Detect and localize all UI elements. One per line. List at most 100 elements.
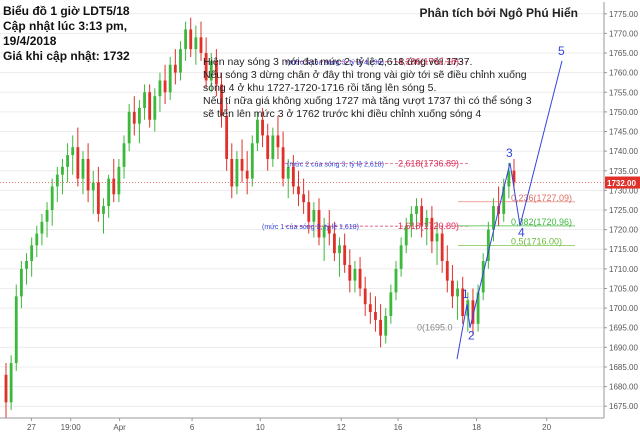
y-tick-label: 1725.00 bbox=[609, 206, 638, 215]
candle-body bbox=[327, 225, 331, 234]
candle-body bbox=[19, 268, 23, 297]
candle-body bbox=[250, 143, 254, 179]
candle-body bbox=[317, 210, 321, 238]
candle-body bbox=[374, 312, 377, 320]
candle-body bbox=[132, 111, 136, 124]
x-tick-label: 6 bbox=[190, 423, 195, 432]
candle-body bbox=[266, 135, 270, 159]
candle-body bbox=[214, 60, 218, 85]
candle-body bbox=[415, 206, 418, 214]
candle-body bbox=[461, 288, 465, 316]
candle-body bbox=[471, 300, 475, 324]
candle-body bbox=[456, 288, 459, 297]
update-time: Cập nhật lúc 3:13 pm, bbox=[3, 19, 128, 33]
fib-retracement-label: 0,382(1720.96) bbox=[511, 217, 572, 227]
candle-body bbox=[379, 319, 382, 336]
candle-body bbox=[25, 261, 28, 269]
candle-body bbox=[35, 233, 39, 246]
note-line: Nếu sóng 3 dừng chân ở đây thì trong vài… bbox=[203, 69, 527, 81]
candle-body bbox=[348, 264, 352, 281]
elliott-wave: 1 2 3 4 5 bbox=[456, 44, 565, 360]
candle-body bbox=[409, 213, 413, 226]
fib-extension-label: 2,618(1736.89) bbox=[398, 158, 459, 168]
candle-body bbox=[338, 245, 341, 254]
candle-body bbox=[45, 210, 49, 222]
y-tick-label: 1760.00 bbox=[609, 69, 638, 78]
candle-body bbox=[148, 92, 152, 120]
candle-body bbox=[261, 119, 264, 136]
wave-label: 1 bbox=[462, 287, 469, 301]
candle-body bbox=[420, 206, 424, 226]
y-tick-label: 1690.00 bbox=[609, 343, 638, 352]
candle-body bbox=[143, 92, 146, 108]
candle-body bbox=[122, 143, 126, 167]
candle-body bbox=[153, 96, 157, 120]
candle-body bbox=[394, 268, 398, 293]
candle-body bbox=[425, 217, 429, 226]
y-tick-label: 1730.00 bbox=[609, 186, 638, 195]
candle-body bbox=[61, 166, 64, 175]
x-tick-label: 18 bbox=[472, 423, 481, 432]
fib-extension-label: 1,618(1720.89) bbox=[398, 221, 459, 231]
x-tick-label: 12 bbox=[337, 423, 346, 432]
candle-body bbox=[302, 194, 306, 203]
candle-body bbox=[138, 107, 141, 124]
y-tick-label: 1700.00 bbox=[609, 304, 638, 313]
x-tick-label: 16 bbox=[394, 423, 403, 432]
candle-body bbox=[194, 37, 198, 50]
candle-body bbox=[507, 170, 511, 187]
y-tick-label: 1775.00 bbox=[609, 10, 638, 19]
fibonacci-levels: (mức 3 của sóng 3, tỷ lệ 4,236) 4,236(176… bbox=[0, 57, 604, 333]
candle-body bbox=[451, 280, 454, 297]
note-line: sẽ tiến lên mức 3 ở 1762 trước khi điều … bbox=[203, 108, 482, 120]
fib-retracement-label: 0,236(1727.09) bbox=[511, 193, 572, 203]
candle-body bbox=[209, 60, 213, 81]
candle-body bbox=[430, 217, 434, 242]
fib-retracement-label: 0,5(1716.00) bbox=[511, 236, 562, 246]
candle-body bbox=[112, 178, 116, 195]
candle-body bbox=[117, 166, 121, 195]
y-tick-label: 1740.00 bbox=[609, 147, 638, 156]
candle-body bbox=[245, 170, 249, 179]
candle-body bbox=[481, 261, 485, 293]
y-tick-label: 1765.00 bbox=[609, 49, 638, 58]
candle-body bbox=[81, 158, 85, 179]
analysis-note: Hiện nay sóng 3 mới đạt mức 2, tỷ lệ 2,6… bbox=[203, 56, 533, 121]
candle-body bbox=[76, 147, 80, 179]
wave-path bbox=[456, 60, 563, 360]
candle-body bbox=[184, 29, 188, 50]
candle-body bbox=[240, 158, 244, 171]
candle-body bbox=[368, 304, 372, 313]
candle-body bbox=[91, 182, 95, 191]
candle-body bbox=[66, 155, 69, 167]
y-tick-label: 1715.00 bbox=[609, 245, 638, 254]
y-tick-label: 1750.00 bbox=[609, 108, 638, 117]
candle-body bbox=[71, 147, 75, 156]
note-line: sóng 4 ở khu 1727-1720-1716 rồi tăng lên… bbox=[203, 82, 437, 94]
fib-extension-name: (mức 1 của sóng 3, tỷ lệ 1,618) bbox=[262, 223, 359, 231]
y-tick-label: 1685.00 bbox=[609, 363, 638, 372]
candle-body bbox=[502, 186, 506, 214]
candle-body bbox=[230, 158, 234, 187]
candle-body bbox=[404, 225, 408, 246]
candle-body bbox=[291, 166, 295, 187]
candle-body bbox=[163, 80, 167, 93]
candle-body bbox=[102, 206, 105, 214]
candle-body bbox=[220, 84, 223, 116]
wave-label: 3 bbox=[506, 146, 513, 160]
grid-lines bbox=[0, 13, 604, 407]
y-tick-label: 1745.00 bbox=[609, 128, 638, 137]
candle-body bbox=[40, 221, 44, 234]
candle-body bbox=[50, 186, 54, 210]
candle-body bbox=[30, 245, 34, 262]
y-tick-label: 1735.00 bbox=[609, 167, 638, 176]
chart-title: Biểu đồ 1 giờ LDT5/18 bbox=[3, 4, 130, 18]
candle-body bbox=[358, 268, 362, 289]
candle-body bbox=[96, 182, 100, 214]
candle-body bbox=[353, 268, 357, 281]
candle-body bbox=[384, 315, 388, 336]
fib-extension-label: 4,236(1762.78) bbox=[398, 57, 459, 67]
candle-body bbox=[312, 210, 316, 222]
